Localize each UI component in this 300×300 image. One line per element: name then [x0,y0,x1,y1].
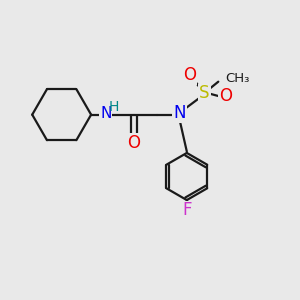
Text: F: F [182,201,192,219]
Text: O: O [127,134,140,152]
Text: O: O [219,87,232,105]
Text: CH₃: CH₃ [226,72,250,85]
Text: H: H [109,100,119,114]
Text: S: S [199,85,210,103]
Text: N: N [173,104,186,122]
Text: N: N [100,106,112,121]
Text: N: N [102,106,113,121]
Text: N: N [102,106,113,121]
Text: O: O [183,66,196,84]
